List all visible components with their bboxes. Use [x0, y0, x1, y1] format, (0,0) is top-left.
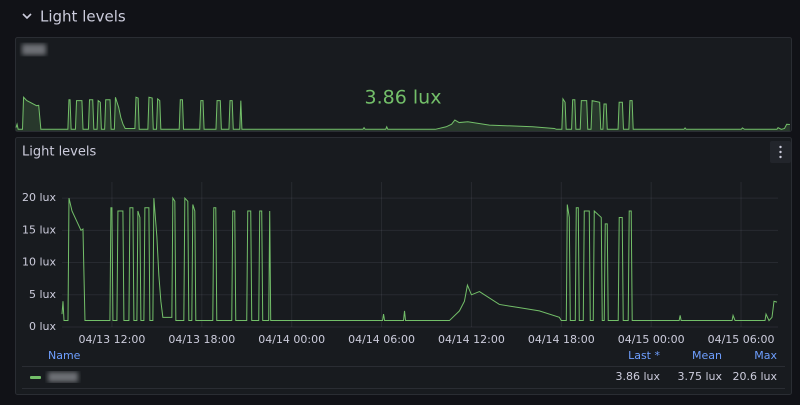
blurred-panel-title — [22, 44, 46, 55]
legend-value: 20.6 lux — [732, 370, 777, 383]
legend-value: 3.75 lux — [677, 370, 722, 383]
y-tick-label: 0 lux — [29, 320, 57, 333]
y-tick-label: 20 lux — [22, 191, 57, 204]
x-tick-label: 04/14 12:00 — [438, 333, 505, 346]
y-tick-label: 10 lux — [22, 256, 57, 269]
x-tick-label: 04/15 00:00 — [618, 333, 685, 346]
legend-header: Mean — [692, 349, 722, 362]
sparkline — [15, 96, 790, 130]
menu-dot — [779, 150, 782, 154]
collapse-chevron[interactable] — [22, 13, 32, 20]
sparkline-area — [16, 97, 790, 131]
x-tick-label: 04/14 18:00 — [528, 333, 595, 346]
timeseries-panel — [15, 137, 792, 395]
stat-value: 3.86 lux — [365, 87, 442, 109]
y-tick-label: 5 lux — [29, 288, 57, 301]
legend-header: Name — [48, 349, 81, 362]
x-tick-label: 04/14 00:00 — [258, 333, 325, 346]
legend-header: Max — [754, 349, 777, 362]
panel-title: Light levels — [22, 145, 96, 160]
blurred-series-name — [48, 372, 78, 382]
x-tick-label: 04/15 06:00 — [708, 333, 775, 346]
x-tick-label: 04/13 18:00 — [168, 333, 235, 346]
section-title[interactable]: Light levels — [40, 8, 126, 26]
legend-value: 3.86 lux — [615, 370, 660, 383]
x-tick-label: 04/14 06:00 — [348, 333, 415, 346]
menu-dot — [779, 145, 782, 149]
stat-panel — [15, 37, 792, 132]
menu-dot — [779, 155, 782, 159]
legend-swatch[interactable] — [30, 376, 41, 379]
y-tick-label: 15 lux — [22, 223, 57, 236]
series-line — [61, 196, 778, 322]
x-tick-label: 04/13 12:00 — [78, 333, 145, 346]
legend-header: Last * — [628, 349, 660, 362]
